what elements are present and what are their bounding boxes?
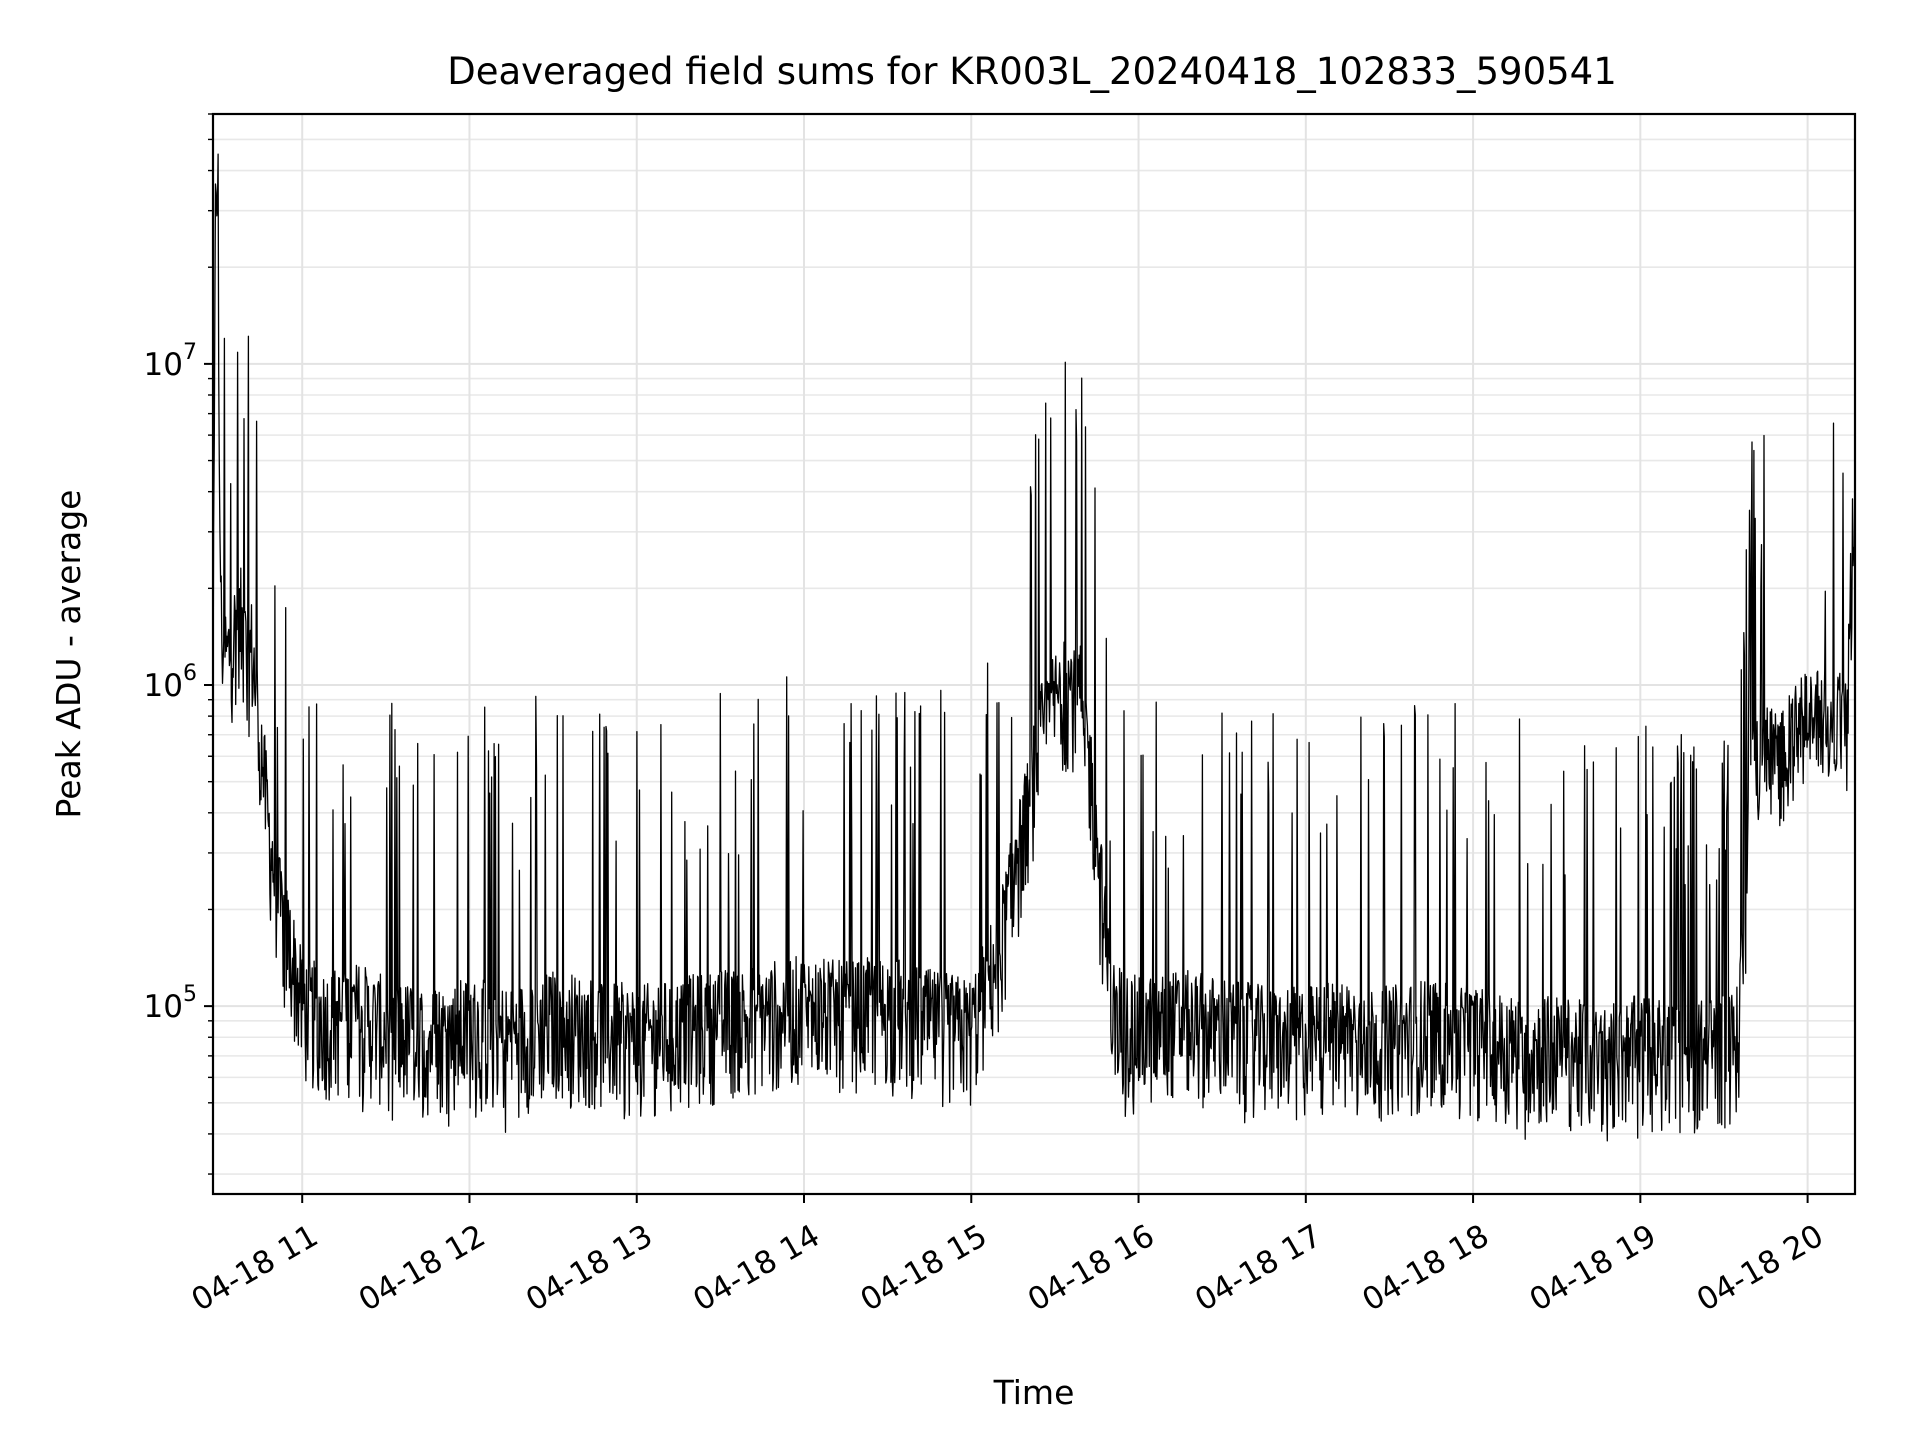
series-line <box>212 153 1856 1142</box>
y-tick-exponent: 6 <box>183 661 197 686</box>
y-tick-exponent: 7 <box>183 340 197 365</box>
y-axis-label: Peak ADU - average <box>49 490 88 819</box>
y-tick-label: 107 <box>144 340 197 383</box>
chart-title: Deaveraged field sums for KR003L_2024041… <box>447 50 1617 93</box>
plot-frame <box>211 112 1857 1196</box>
y-tick-exponent: 5 <box>183 982 197 1007</box>
series-layer <box>212 153 1856 1142</box>
x-axis-label: Time <box>993 1373 1075 1412</box>
